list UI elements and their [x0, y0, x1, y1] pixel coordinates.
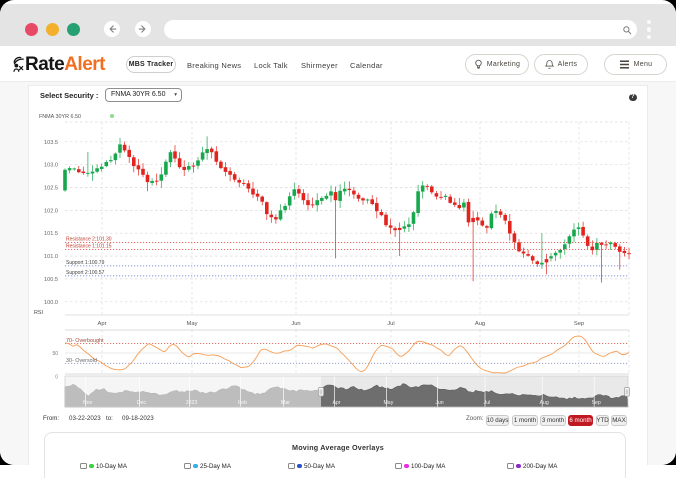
svg-text:Sep: Sep [592, 400, 601, 406]
svg-text:Jun: Jun [435, 400, 443, 406]
svg-text:Jul: Jul [484, 400, 491, 406]
svg-text:Support 1:100.79: Support 1:100.79 [66, 260, 105, 266]
svg-text:103.0: 103.0 [44, 163, 58, 169]
svg-text:100.5: 100.5 [44, 277, 58, 283]
svg-text:0: 0 [55, 375, 58, 381]
svg-text:50: 50 [52, 351, 58, 357]
svg-text:RSI: RSI [34, 310, 43, 316]
svg-text:Aug: Aug [475, 321, 485, 327]
svg-text:Apr: Apr [97, 321, 106, 327]
svg-text:FNMA 30YR 6.50: FNMA 30YR 6.50 [39, 114, 81, 120]
svg-text:103.5: 103.5 [44, 140, 58, 146]
svg-text:102.5: 102.5 [44, 186, 58, 192]
svg-text:Aug: Aug [540, 400, 549, 406]
svg-text:Resistance 2:101.30: Resistance 2:101.30 [66, 237, 112, 243]
svg-text:102.0: 102.0 [44, 208, 58, 214]
svg-text:Jun: Jun [291, 321, 300, 327]
svg-text:70- Overbought: 70- Overbought [66, 338, 104, 344]
svg-text:101.5: 101.5 [44, 231, 58, 237]
svg-text:Sep: Sep [574, 321, 584, 327]
svg-text:30- Oversold: 30- Oversold [66, 358, 97, 364]
svg-text:May: May [187, 321, 198, 327]
svg-text:100.0: 100.0 [44, 300, 58, 306]
svg-text:101.0: 101.0 [44, 254, 58, 260]
svg-text:Apr: Apr [332, 400, 340, 406]
svg-text:May: May [383, 400, 393, 406]
svg-text:Support 2:100.57: Support 2:100.57 [66, 270, 105, 276]
svg-text:Resistance 1:101.15: Resistance 1:101.15 [66, 244, 112, 250]
svg-text:Jul: Jul [387, 321, 394, 327]
